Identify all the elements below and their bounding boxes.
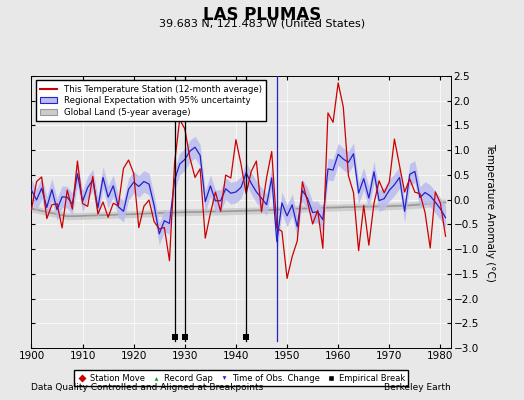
Text: Berkeley Earth: Berkeley Earth xyxy=(384,383,451,392)
Text: 39.683 N, 121.483 W (United States): 39.683 N, 121.483 W (United States) xyxy=(159,18,365,28)
Text: Data Quality Controlled and Aligned at Breakpoints: Data Quality Controlled and Aligned at B… xyxy=(31,383,264,392)
Y-axis label: Temperature Anomaly (°C): Temperature Anomaly (°C) xyxy=(485,142,496,282)
Legend: Station Move, Record Gap, Time of Obs. Change, Empirical Break: Station Move, Record Gap, Time of Obs. C… xyxy=(74,370,408,386)
Text: LAS PLUMAS: LAS PLUMAS xyxy=(203,6,321,24)
